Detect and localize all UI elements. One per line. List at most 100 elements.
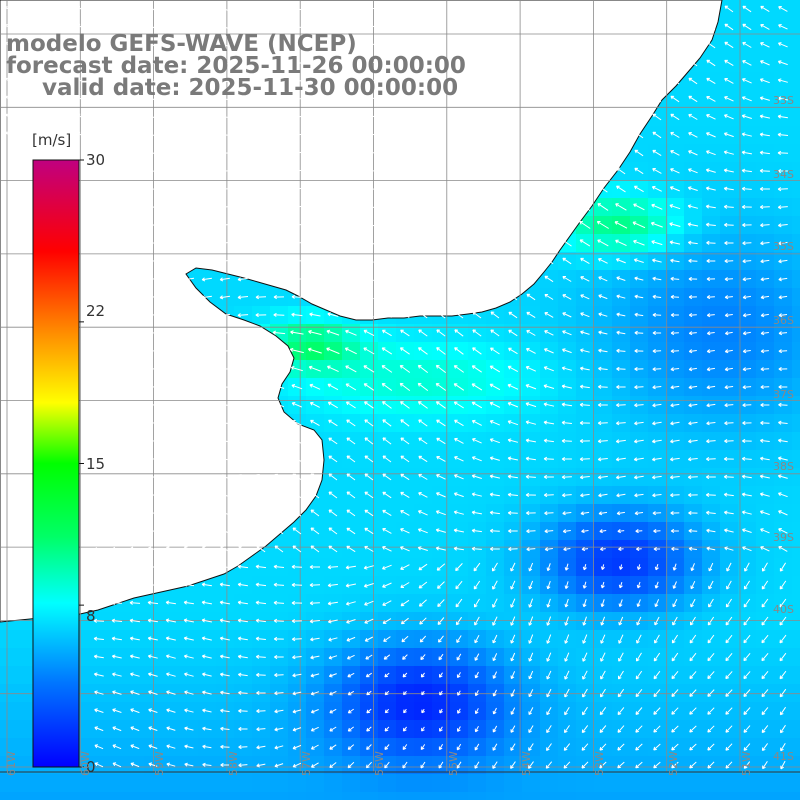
wind-arrow bbox=[725, 725, 733, 733]
wind-arrow bbox=[453, 114, 464, 119]
wind-arrow bbox=[670, 131, 680, 138]
wind-arrow bbox=[688, 59, 698, 67]
wind-arrow bbox=[399, 25, 410, 30]
ocean-cell bbox=[792, 180, 800, 198]
wind-arrow bbox=[741, 186, 752, 191]
wind-arrow bbox=[742, 277, 752, 282]
wind-arrow bbox=[759, 60, 770, 66]
wind-arrow bbox=[129, 528, 141, 533]
wind-arrow bbox=[201, 510, 212, 516]
wind-arrow bbox=[365, 672, 372, 678]
ocean-cell bbox=[612, 774, 630, 792]
wind-arrow bbox=[689, 725, 697, 733]
wind-arrow bbox=[705, 474, 716, 480]
wind-arrow bbox=[526, 131, 536, 138]
wind-arrow bbox=[201, 331, 213, 336]
wind-arrow bbox=[58, 113, 68, 121]
wind-arrow bbox=[598, 366, 608, 371]
wind-arrow bbox=[581, 743, 589, 751]
wind-arrow bbox=[690, 563, 695, 572]
wind-arrow bbox=[435, 546, 446, 551]
wind-arrow bbox=[237, 223, 248, 228]
wind-arrow bbox=[652, 294, 662, 299]
wind-arrow bbox=[165, 492, 176, 497]
wind-arrow bbox=[564, 725, 570, 734]
wind-arrow bbox=[670, 349, 680, 354]
wind-arrow bbox=[492, 761, 498, 769]
wind-arrow bbox=[382, 564, 392, 570]
ocean-cell bbox=[468, 774, 486, 792]
wind-arrow bbox=[598, 511, 608, 516]
wind-arrow bbox=[580, 348, 590, 353]
wind-arrow bbox=[634, 421, 644, 426]
wind-arrow bbox=[653, 725, 661, 733]
wind-arrow bbox=[309, 97, 321, 102]
wind-arrow bbox=[490, 150, 500, 156]
wind-arrow bbox=[561, 384, 573, 389]
wind-arrow bbox=[599, 529, 607, 534]
wind-arrow bbox=[93, 276, 105, 281]
wind-arrow bbox=[562, 312, 572, 318]
wind-arrow bbox=[489, 60, 500, 65]
wind-arrow bbox=[435, 61, 447, 66]
wind-arrow bbox=[653, 670, 661, 680]
wind-arrow bbox=[363, 168, 375, 174]
wind-arrow bbox=[457, 690, 461, 696]
wind-arrow bbox=[670, 258, 680, 263]
wind-arrow bbox=[598, 312, 608, 317]
ocean-cell bbox=[630, 774, 648, 792]
wind-arrow bbox=[525, 96, 536, 102]
wind-arrow bbox=[148, 726, 158, 731]
wind-arrow bbox=[653, 743, 661, 751]
ocean-cell bbox=[792, 702, 800, 720]
wind-arrow bbox=[273, 636, 284, 642]
wind-arrow bbox=[706, 41, 716, 49]
wind-arrow bbox=[582, 563, 587, 571]
wind-arrow bbox=[670, 403, 680, 408]
ocean-cell bbox=[0, 702, 18, 720]
wind-arrow bbox=[165, 438, 177, 444]
wind-arrow bbox=[147, 295, 159, 300]
wind-arrow bbox=[165, 403, 177, 408]
wind-arrow bbox=[292, 744, 302, 750]
wind-arrow bbox=[471, 24, 483, 30]
ocean-cell bbox=[756, 792, 774, 800]
wind-arrow bbox=[112, 690, 122, 695]
wind-arrow bbox=[292, 673, 302, 678]
lon-label-56w: 56W bbox=[373, 751, 386, 776]
wind-arrow bbox=[507, 6, 519, 11]
wind-arrow bbox=[707, 634, 715, 644]
wind-arrow bbox=[237, 60, 249, 65]
wind-arrow bbox=[381, 43, 392, 48]
wind-arrow bbox=[291, 402, 303, 408]
wind-arrow bbox=[510, 598, 516, 608]
wind-arrow bbox=[402, 726, 407, 732]
wind-arrow bbox=[457, 708, 461, 714]
wind-arrow bbox=[147, 654, 158, 659]
wind-arrow bbox=[273, 187, 284, 192]
wind-arrow bbox=[147, 186, 158, 191]
wind-arrow bbox=[183, 150, 194, 155]
wind-arrow bbox=[94, 168, 104, 174]
ocean-cell bbox=[792, 756, 800, 774]
wind-arrow bbox=[743, 689, 751, 697]
wind-arrow bbox=[165, 564, 177, 570]
wind-arrow bbox=[688, 546, 697, 551]
wind-arrow bbox=[724, 438, 734, 444]
wind-arrow bbox=[273, 600, 285, 605]
wind-arrow bbox=[183, 295, 194, 300]
ocean-cell bbox=[0, 666, 18, 684]
wind-arrow bbox=[112, 95, 122, 103]
ocean-cell bbox=[522, 792, 540, 800]
wind-arrow bbox=[436, 563, 446, 571]
wind-arrow bbox=[363, 204, 375, 209]
wind-arrow bbox=[546, 743, 552, 751]
wind-arrow bbox=[453, 474, 464, 480]
wind-arrow bbox=[525, 402, 537, 408]
wind-arrow bbox=[669, 222, 681, 227]
wind-arrow bbox=[256, 474, 266, 480]
wind-arrow bbox=[363, 258, 374, 263]
wind-arrow bbox=[112, 132, 122, 138]
wind-arrow bbox=[148, 762, 158, 767]
